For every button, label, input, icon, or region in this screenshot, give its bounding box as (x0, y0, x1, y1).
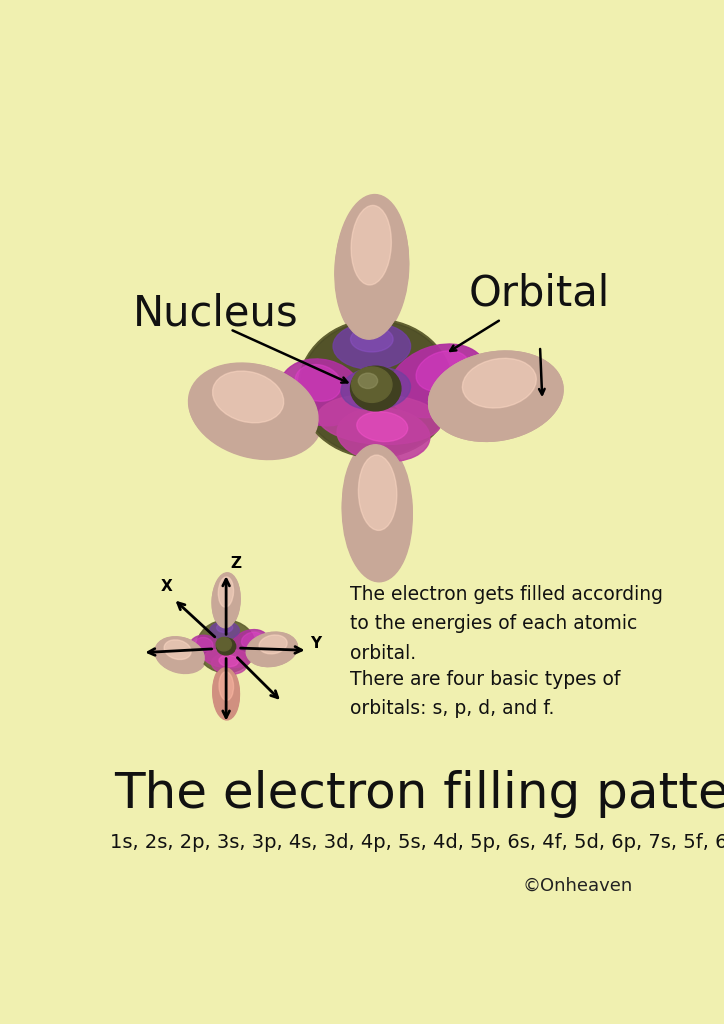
Text: There are four basic types of
orbitals: s, p, d, and f.: There are four basic types of orbitals: … (350, 670, 620, 718)
Ellipse shape (189, 364, 322, 460)
Text: 1s, 2s, 2p, 3s, 3p, 4s, 3d, 4p, 5s, 4d, 5p, 6s, 4f, 5d, 6p, 7s, 5f, 6d, 7p.: 1s, 2s, 2p, 3s, 3p, 4s, 3d, 4p, 5s, 4d, … (110, 833, 724, 852)
Ellipse shape (210, 622, 240, 639)
Ellipse shape (350, 327, 393, 352)
Ellipse shape (218, 579, 234, 608)
Ellipse shape (218, 577, 234, 607)
Ellipse shape (335, 195, 408, 339)
Ellipse shape (350, 367, 401, 411)
Text: The electron gets filled according
to the energies of each atomic
orbital.: The electron gets filled according to th… (350, 585, 663, 663)
Ellipse shape (358, 451, 397, 524)
Ellipse shape (351, 209, 392, 287)
Ellipse shape (216, 623, 232, 633)
Text: X: X (161, 579, 173, 594)
Ellipse shape (416, 351, 470, 391)
Ellipse shape (463, 358, 536, 408)
Ellipse shape (231, 630, 268, 657)
Ellipse shape (259, 635, 287, 654)
Ellipse shape (259, 635, 287, 654)
Ellipse shape (463, 358, 536, 408)
Ellipse shape (211, 653, 247, 675)
Ellipse shape (358, 455, 397, 530)
Ellipse shape (358, 371, 396, 394)
Ellipse shape (295, 365, 341, 401)
Text: The electron filling pattern.: The electron filling pattern. (114, 770, 724, 818)
Ellipse shape (279, 359, 363, 426)
Ellipse shape (213, 667, 240, 718)
Ellipse shape (214, 372, 287, 425)
Ellipse shape (342, 440, 412, 575)
Ellipse shape (219, 672, 234, 700)
Text: ©Onheaven: ©Onheaven (523, 877, 633, 894)
Ellipse shape (195, 637, 213, 651)
Text: Orbital: Orbital (468, 272, 610, 314)
Ellipse shape (300, 322, 451, 456)
Ellipse shape (213, 668, 240, 720)
Ellipse shape (212, 572, 240, 628)
Ellipse shape (197, 621, 256, 673)
Ellipse shape (212, 574, 240, 628)
Ellipse shape (341, 368, 411, 410)
Ellipse shape (358, 373, 378, 388)
Ellipse shape (246, 632, 298, 667)
Ellipse shape (241, 632, 262, 647)
Ellipse shape (342, 444, 412, 582)
Ellipse shape (351, 206, 392, 285)
Ellipse shape (246, 632, 298, 667)
Ellipse shape (335, 198, 409, 340)
Ellipse shape (155, 637, 206, 674)
Ellipse shape (389, 344, 487, 418)
Ellipse shape (333, 324, 411, 370)
Ellipse shape (429, 351, 563, 441)
Ellipse shape (318, 394, 442, 444)
Ellipse shape (190, 635, 222, 660)
Ellipse shape (216, 638, 232, 651)
Ellipse shape (219, 655, 238, 667)
Ellipse shape (204, 648, 251, 668)
Ellipse shape (357, 412, 408, 441)
Ellipse shape (352, 367, 392, 402)
Ellipse shape (429, 351, 563, 441)
Text: Y: Y (310, 636, 321, 651)
Ellipse shape (155, 637, 204, 673)
Ellipse shape (188, 364, 318, 457)
Text: Nucleus: Nucleus (133, 293, 299, 335)
Ellipse shape (298, 319, 453, 458)
Text: Z: Z (231, 556, 242, 571)
Ellipse shape (216, 638, 236, 655)
Ellipse shape (164, 640, 193, 660)
Ellipse shape (213, 371, 284, 423)
Ellipse shape (219, 670, 234, 698)
Ellipse shape (337, 408, 430, 462)
Ellipse shape (164, 640, 191, 659)
